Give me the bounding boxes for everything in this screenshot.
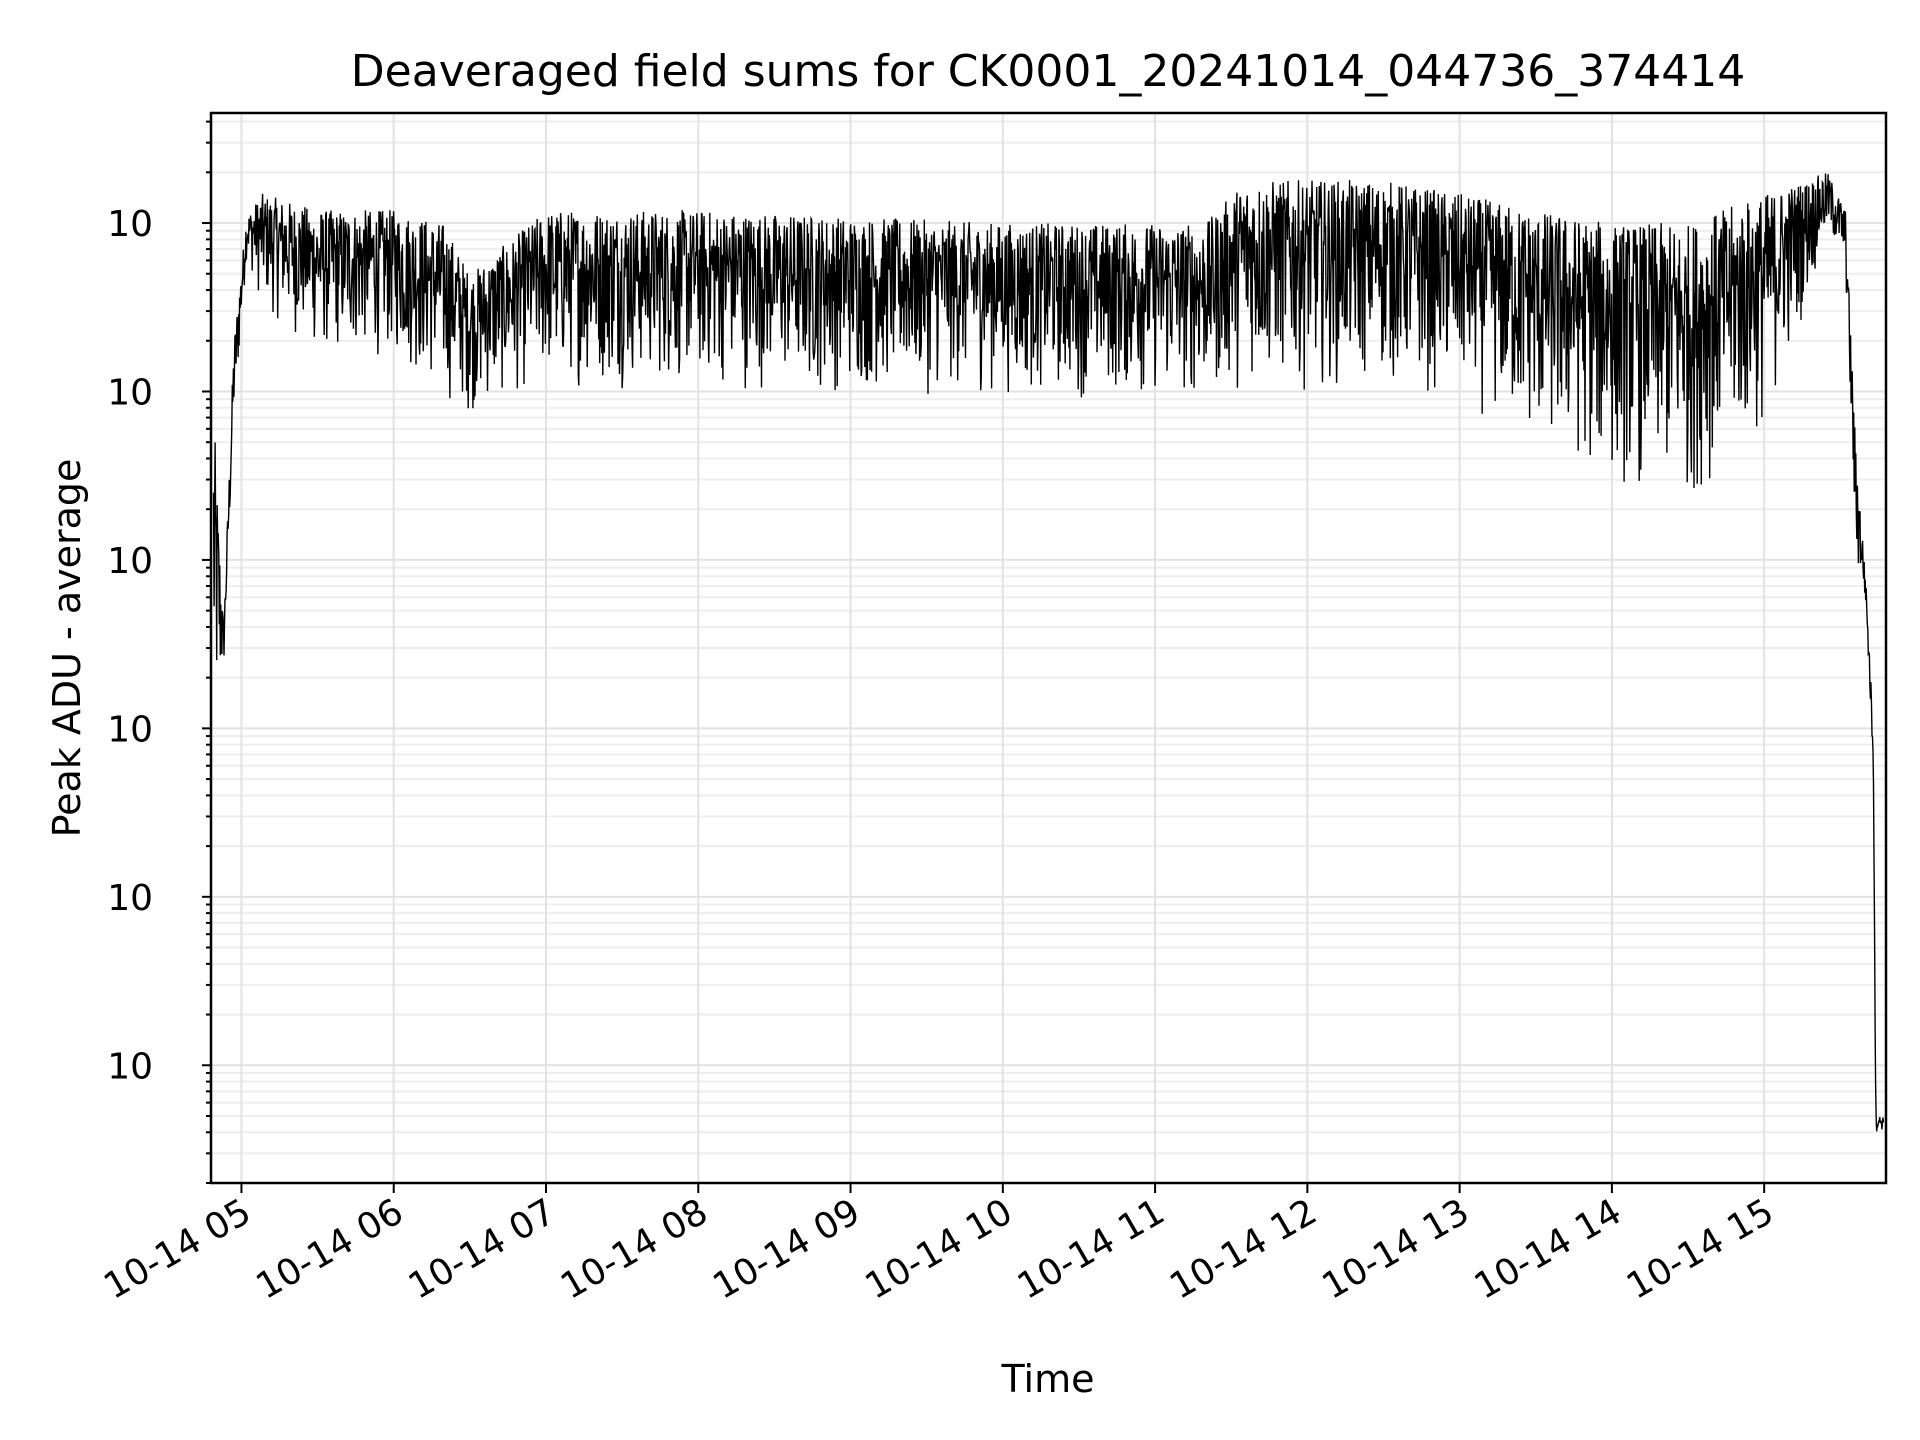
- x-tick-label: 10-14 05: [97, 1191, 258, 1307]
- chart-title: Deaveraged field sums for CK0001_2024101…: [351, 46, 1745, 97]
- y-tick-label: 10: [107, 709, 153, 750]
- x-tick-label: 10-14 06: [250, 1191, 411, 1307]
- y-tick-label: 10: [107, 878, 153, 919]
- x-tick-label: 10-14 09: [706, 1191, 867, 1307]
- series-line: [212, 173, 1885, 1132]
- x-tick-label: 10-14 07: [402, 1191, 563, 1307]
- y-axis-label: Peak ADU - average: [45, 459, 89, 838]
- x-axis-label: Time: [1001, 1357, 1095, 1401]
- y-tick-label: 10: [107, 372, 153, 413]
- y-tick-label: 10: [107, 541, 153, 582]
- x-tick-label: 10-14 14: [1468, 1191, 1629, 1307]
- x-tick-label: 10-14 15: [1620, 1191, 1781, 1307]
- x-tick-label: 10-14 10: [859, 1191, 1020, 1307]
- x-tick-label: 10-14 12: [1163, 1191, 1324, 1307]
- y-tick-label: 10: [107, 204, 153, 245]
- y-tick-label: 10: [107, 1046, 153, 1087]
- x-tick-label: 10-14 13: [1315, 1191, 1476, 1307]
- x-tick-label: 10-14 11: [1011, 1191, 1172, 1307]
- x-tick-label: 10-14 08: [554, 1191, 715, 1307]
- series-layer: [212, 173, 1885, 1132]
